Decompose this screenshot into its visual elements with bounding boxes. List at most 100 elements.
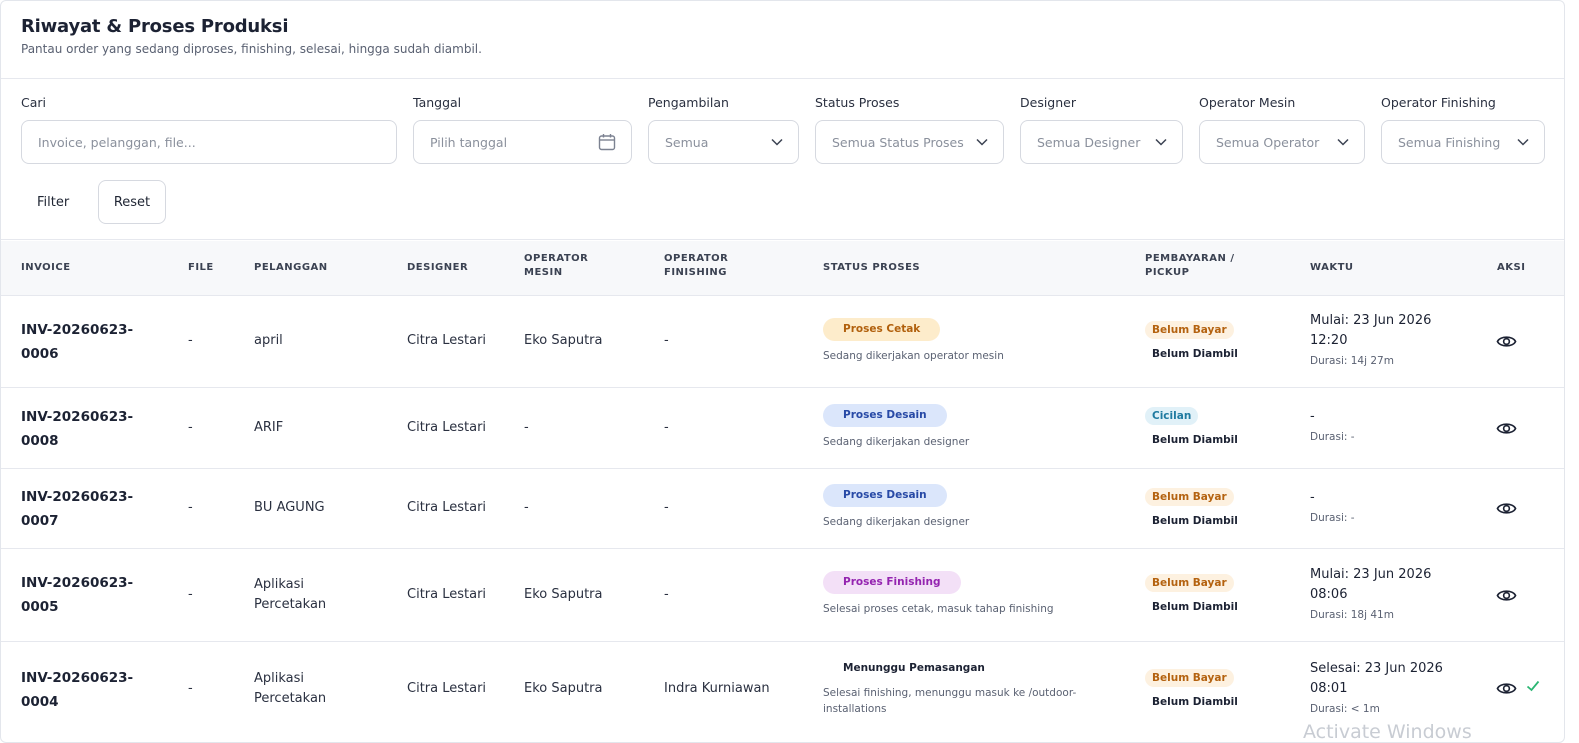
chevron-down-icon: [1337, 138, 1349, 146]
pickup-status: Belum Diambil: [1152, 515, 1238, 527]
col-designer: DESIGNER: [407, 262, 469, 273]
table-row: INV-20260623- 0005 - Aplikasi Percetakan…: [1, 549, 1564, 642]
payment-badge: Belum Bayar: [1145, 488, 1234, 506]
designer-cell: Citra Lestari: [407, 500, 487, 515]
table-header: INVOICE FILE PELANGGAN DESIGNER OPERATOR…: [1, 241, 1564, 296]
col-operator-finishing-line1: OPERATOR: [664, 253, 729, 264]
col-pelanggan: PELANGGAN: [254, 262, 328, 273]
search-placeholder: Invoice, pelanggan, file...: [38, 134, 196, 150]
search-input[interactable]: Invoice, pelanggan, file...: [21, 120, 397, 164]
waktu-cell: Mulai: 23 Jun 2026 12:20 Durasi: 14j 27m: [1310, 311, 1431, 369]
operator-finishing-cell: -: [664, 420, 669, 435]
page-header: Riwayat & Proses Produksi Pantau order y…: [1, 1, 1564, 79]
designer-cell: Citra Lestari: [407, 420, 487, 435]
operator-finishing-select[interactable]: Semua Finishing: [1381, 120, 1545, 164]
date-placeholder: Pilih tanggal: [430, 134, 508, 150]
pelanggan-line2: Percetakan: [254, 597, 327, 612]
operator-finishing-cell: -: [664, 333, 669, 348]
col-file: FILE: [188, 262, 214, 273]
operator-finishing-cell: Indra Kurniawan: [664, 681, 770, 696]
invoice-line1: INV-20260623-: [21, 322, 134, 338]
payment-cell: Belum Bayar Belum Diambil: [1145, 320, 1238, 362]
waktu-line1: Selesai: 23 Jun 2026: [1310, 661, 1443, 676]
eye-icon[interactable]: [1496, 418, 1517, 439]
durasi: Durasi: 18j 41m: [1310, 609, 1394, 621]
waktu-cell: Selesai: 23 Jun 2026 08:01 Durasi: < 1m: [1310, 659, 1443, 717]
waktu-line1: -: [1310, 490, 1315, 505]
page-title: Riwayat & Proses Produksi: [21, 16, 289, 37]
col-pembayaran-line2: PICKUP: [1145, 267, 1190, 278]
eye-icon[interactable]: [1496, 585, 1517, 606]
invoice-line1: INV-20260623-: [21, 409, 134, 425]
eye-icon[interactable]: [1496, 331, 1517, 352]
invoice-line1: INV-20260623-: [21, 575, 134, 591]
invoice-cell: INV-20260623- 0008: [21, 405, 133, 453]
status-note: Selesai proses cetak, masuk tahap finish…: [823, 603, 1054, 615]
designer-select[interactable]: Semua Designer: [1020, 120, 1183, 164]
file-cell: -: [188, 587, 193, 602]
status-label: Status Proses: [815, 95, 900, 110]
operator-mesin-cell: Eko Saputra: [524, 333, 603, 348]
pickup-filter: Pengambilan Semua: [648, 95, 799, 164]
pelanggan-cell: Aplikasi Percetakan: [254, 575, 326, 615]
status-cell: Proses Finishing Selesai proses cetak, m…: [823, 571, 1054, 617]
waktu-line1: Mulai: 23 Jun 2026: [1310, 313, 1432, 328]
col-operator-mesin-line2: MESIN: [524, 267, 563, 278]
status-note: Selesai finishing, menunggu masuk ke /ou…: [823, 687, 1077, 715]
operator-finishing-filter: Operator Finishing Semua Finishing: [1381, 95, 1545, 164]
payment-badge: Belum Bayar: [1145, 669, 1234, 687]
eye-icon[interactable]: [1496, 678, 1517, 699]
status-select[interactable]: Semua Status Proses: [815, 120, 1004, 164]
eye-icon[interactable]: [1496, 498, 1517, 519]
payment-cell: Belum Bayar Belum Diambil: [1145, 487, 1238, 529]
operator-finishing-label: Operator Finishing: [1381, 95, 1496, 110]
status-filter: Status Proses Semua Status Proses: [815, 95, 1004, 164]
filter-button[interactable]: Filter: [37, 194, 70, 210]
invoice-line1: INV-20260623-: [21, 670, 134, 686]
status-cell: Proses Desain Sedang dikerjakan designer: [823, 404, 969, 450]
durasi: Durasi: -: [1310, 431, 1355, 443]
col-waktu: WAKTU: [1310, 262, 1354, 273]
status-badge: Proses Desain: [823, 404, 947, 427]
operator-mesin-select-value: Semua Operator: [1216, 134, 1320, 150]
payment-badge: Cicilan: [1145, 407, 1199, 425]
operator-mesin-select[interactable]: Semua Operator: [1199, 120, 1365, 164]
file-cell: -: [188, 681, 193, 696]
calendar-icon[interactable]: [597, 132, 617, 152]
invoice-line2: 0007: [21, 513, 59, 529]
waktu-line2: 12:20: [1310, 333, 1348, 348]
operator-finishing-cell: -: [664, 500, 669, 515]
file-cell: -: [188, 420, 193, 435]
designer-filter: Designer Semua Designer: [1020, 95, 1183, 164]
reset-button[interactable]: Reset: [98, 180, 166, 224]
chevron-down-icon: [976, 138, 988, 146]
search-filter: Cari Invoice, pelanggan, file...: [21, 95, 397, 164]
search-label: Cari: [21, 95, 46, 110]
table-row: INV-20260623- 0006 - april Citra Lestari…: [1, 296, 1564, 388]
operator-mesin-filter: Operator Mesin Semua Operator: [1199, 95, 1365, 164]
status-select-value: Semua Status Proses: [832, 134, 964, 150]
aksi-cell: [1496, 331, 1517, 352]
col-invoice: INVOICE: [21, 262, 71, 273]
pelanggan-line2: Percetakan: [254, 691, 327, 706]
chevron-down-icon: [771, 138, 783, 146]
pickup-status: Belum Diambil: [1152, 696, 1238, 708]
pelanggan-cell: april: [254, 333, 283, 348]
col-operator-mesin: OPERATOR MESIN: [524, 252, 588, 280]
pickup-select-value: Semua: [665, 134, 709, 150]
invoice-cell: INV-20260623- 0007: [21, 485, 133, 533]
col-status: STATUS PROSES: [823, 262, 921, 273]
designer-select-value: Semua Designer: [1037, 134, 1141, 150]
waktu-cell: - Durasi: -: [1310, 407, 1355, 445]
table-row: INV-20260623- 0008 - ARIF Citra Lestari …: [1, 388, 1564, 469]
pickup-label: Pengambilan: [648, 95, 729, 110]
check-icon[interactable]: [1525, 678, 1541, 694]
waktu-cell: - Durasi: -: [1310, 488, 1355, 526]
invoice-line1: INV-20260623-: [21, 489, 134, 505]
pelanggan-cell: Aplikasi Percetakan: [254, 669, 326, 709]
aksi-cell: [1496, 498, 1517, 519]
date-input[interactable]: Pilih tanggal: [413, 120, 632, 164]
invoice-line2: 0008: [21, 433, 59, 449]
pickup-select[interactable]: Semua: [648, 120, 799, 164]
pickup-status: Belum Diambil: [1152, 348, 1238, 360]
